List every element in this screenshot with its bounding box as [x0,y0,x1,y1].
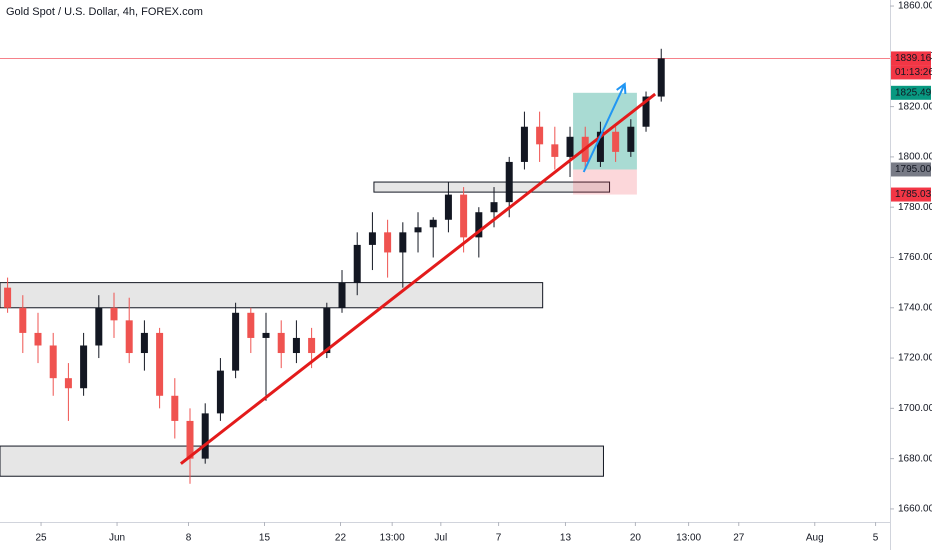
x-tick-label: 13:00 [380,533,405,544]
candle-body [323,307,331,354]
chart-title: Gold Spot / U.S. Dollar, 4h, FOREX.com [6,6,203,18]
candle-body [429,219,437,228]
price-label-box [891,187,931,202]
y-tick-label: 1760.00 [898,252,932,263]
candle-body [80,345,88,389]
candle-body [505,161,513,203]
candle-body [277,332,285,354]
x-tick-label: 25 [35,533,47,544]
price-label: 1825.49 [895,87,932,98]
zone [0,445,604,477]
x-tick-label: Aug [806,533,824,544]
y-tick-label: 1680.00 [898,453,932,464]
candle-body [19,307,27,333]
x-tick-label: 15 [259,533,271,544]
x-tick-label: 8 [186,533,192,544]
candle-body [156,332,164,396]
x-tick-label: 7 [496,533,502,544]
countdown-box [891,65,931,80]
x-tick-label: Jun [109,533,125,544]
candle-body [475,212,483,238]
y-tick-label: 1860.00 [898,1,932,12]
candle-body [247,312,255,338]
candle-body [368,232,376,245]
trend-line [179,92,657,465]
candle-body [627,126,635,152]
candle-body [292,337,300,354]
candle-body [520,126,528,162]
x-tick-label: 13 [560,533,572,544]
candle-body [262,332,270,338]
candle-body [566,136,574,157]
candle-body [551,144,559,157]
candle-body [536,126,544,145]
candle-body [125,320,133,354]
price-label: 1839.16 [895,53,932,64]
y-tick-label: 1700.00 [898,403,932,414]
candle-body [232,312,240,371]
x-tick-label: Jul [434,533,447,544]
candle-body [140,332,148,354]
candle-body [353,244,361,283]
x-tick-label: 22 [335,533,347,544]
candle-body [201,413,209,459]
x-tick-label: 20 [630,533,642,544]
y-tick-label: 1800.00 [898,152,932,163]
candle-body [186,420,194,459]
candle-body [49,345,57,379]
candle-body [399,232,407,253]
y-tick-label: 1820.00 [898,101,932,112]
candle-body [490,202,498,213]
arrow [582,83,626,173]
zone [0,282,544,309]
price-label: 1785.03 [895,189,932,200]
zone [373,181,611,193]
candle-body [444,194,452,220]
candle-body [384,232,392,253]
candle-body [414,227,422,233]
stop-zone [573,169,637,195]
candle-body [338,282,346,308]
y-tick-label: 1740.00 [898,302,932,313]
price-label-box [891,85,931,100]
candle-body [95,307,103,346]
x-tick-label: 13:00 [676,533,701,544]
y-tick-label: 1780.00 [898,202,932,213]
candle-body [4,287,12,308]
y-tick-label: 1720.00 [898,353,932,364]
candle-body [460,194,468,238]
countdown: 01:13:26 [895,67,932,78]
candle-body [110,307,118,321]
candle-body [64,378,72,389]
y-tick-label: 1660.00 [898,504,932,515]
candle-body [596,131,604,162]
candle-body [642,96,650,127]
price-label-box [891,51,931,66]
x-tick-label: 5 [873,533,879,544]
arrow-head [616,82,627,95]
candle-body [34,332,42,346]
candle-body [612,131,620,152]
candle-body [216,370,224,414]
candle-body [171,395,179,421]
price-label-box [891,162,931,177]
candle-body [657,58,665,97]
candle-body [308,337,316,354]
x-tick-label: 27 [733,533,745,544]
price-label: 1795.00 [895,164,932,175]
